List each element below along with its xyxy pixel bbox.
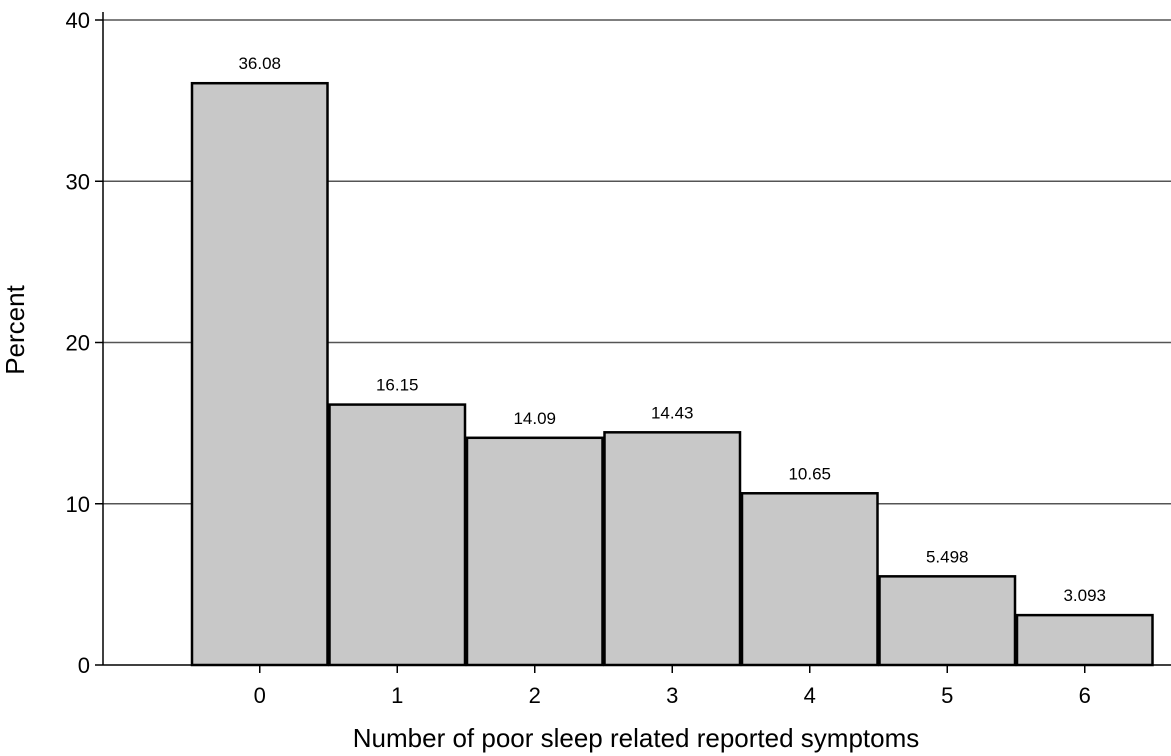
data-label: 3.093	[1063, 586, 1106, 605]
y-ticks: 0 10 20 30 40	[66, 8, 103, 678]
x-tick-label: 4	[804, 683, 816, 708]
y-tick-label: 30	[66, 169, 90, 194]
x-ticks: 0 1 2 3 4 5 6	[254, 665, 1091, 708]
axes	[102, 12, 1171, 666]
y-tick-label: 20	[66, 331, 90, 356]
bar	[1015, 613, 1154, 667]
data-label: 10.65	[788, 464, 831, 483]
x-tick-label: 3	[666, 683, 678, 708]
x-tick-label: 5	[941, 683, 953, 708]
data-label: 5.498	[926, 547, 969, 566]
x-axis-title: Number of poor sleep related reported sy…	[353, 723, 920, 753]
y-axis-title: Percent	[0, 284, 30, 374]
x-tick-label: 1	[391, 683, 403, 708]
y-tick-label: 40	[66, 8, 90, 33]
bar	[740, 492, 879, 667]
y-tick-label: 0	[78, 653, 90, 678]
bar	[878, 575, 1017, 667]
x-tick-label: 6	[1079, 683, 1091, 708]
bar	[190, 81, 329, 667]
bars	[190, 81, 1154, 667]
data-label: 14.43	[651, 403, 694, 422]
bar	[328, 403, 467, 667]
bar	[603, 431, 742, 667]
bar	[465, 436, 604, 667]
y-tick-label: 10	[66, 492, 90, 517]
data-label: 14.09	[513, 409, 556, 428]
x-tick-label: 2	[529, 683, 541, 708]
data-label: 16.15	[376, 376, 419, 395]
data-labels: 36.08 16.15 14.09 14.43 10.65 5.498 3.093	[238, 54, 1106, 605]
data-label: 36.08	[238, 54, 281, 73]
x-tick-label: 0	[254, 683, 266, 708]
